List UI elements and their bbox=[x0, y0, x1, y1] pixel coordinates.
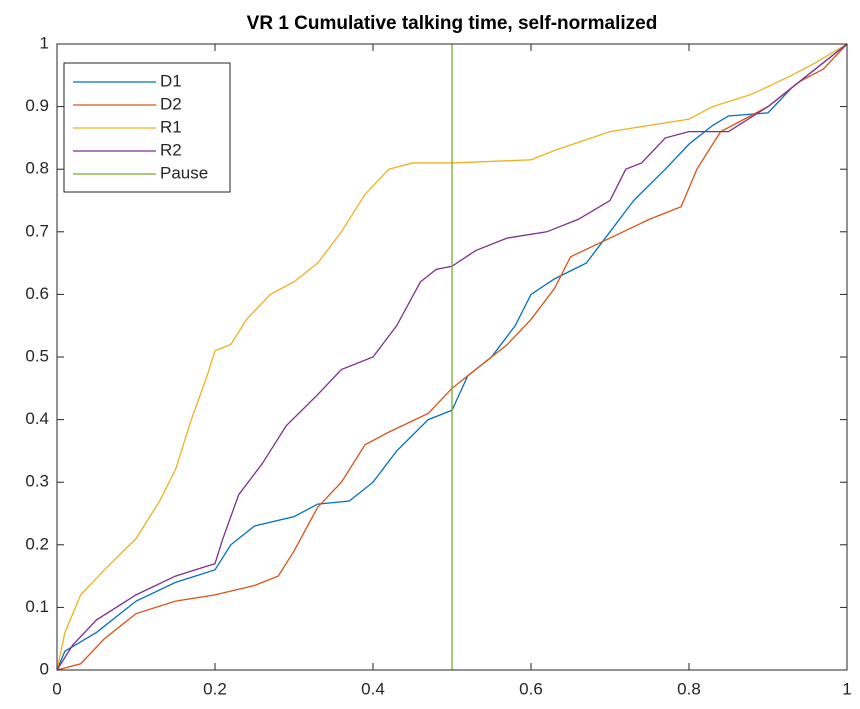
y-tick-label: 0.9 bbox=[25, 96, 49, 115]
x-tick-label: 1 bbox=[842, 679, 851, 698]
chart-title: VR 1 Cumulative talking time, self-norma… bbox=[247, 13, 658, 34]
series-line bbox=[56, 43, 848, 671]
legend-label: R2 bbox=[160, 140, 182, 159]
y-tick-label: 0.8 bbox=[25, 159, 49, 178]
y-tick-label: 1 bbox=[40, 33, 49, 52]
y-tick-label: 0.7 bbox=[25, 221, 49, 240]
y-tick-label: 0.6 bbox=[25, 284, 49, 303]
series-line bbox=[56, 43, 848, 671]
y-tick-label: 0.2 bbox=[25, 534, 49, 553]
legend-label: D2 bbox=[160, 94, 182, 113]
legend-label: D1 bbox=[160, 71, 182, 90]
x-tick-label: 0.6 bbox=[519, 679, 543, 698]
plot-frame bbox=[56, 43, 848, 671]
y-tick-label: 0.1 bbox=[25, 597, 49, 616]
legend-label: Pause bbox=[160, 163, 208, 182]
x-tick-label: 0.8 bbox=[677, 679, 701, 698]
series-line bbox=[56, 43, 848, 671]
y-tick-label: 0 bbox=[40, 659, 49, 678]
x-tick-label: 0.2 bbox=[203, 679, 227, 698]
y-tick-label: 0.5 bbox=[25, 346, 49, 365]
y-tick-label: 0.4 bbox=[25, 409, 49, 428]
y-tick-label: 0.3 bbox=[25, 472, 49, 491]
legend-label: R1 bbox=[160, 117, 182, 136]
x-tick-label: 0.4 bbox=[361, 679, 385, 698]
x-tick-label: 0 bbox=[52, 679, 61, 698]
